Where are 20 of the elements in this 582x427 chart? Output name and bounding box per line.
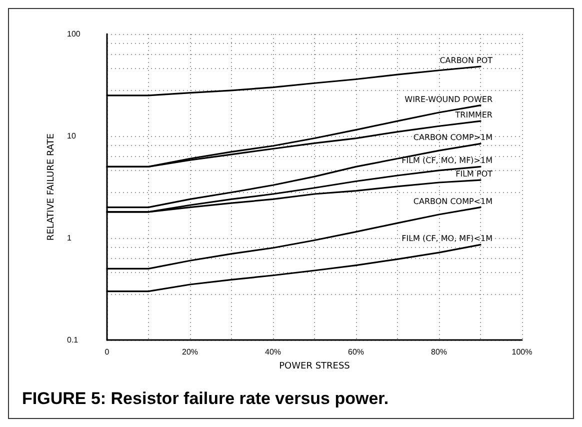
- x-tick-label: 80%: [430, 348, 448, 356]
- y-tick-label: 0.1: [67, 336, 79, 344]
- x-tick-label: 100%: [512, 348, 532, 356]
- series-label: CARBON COMP<1M: [413, 196, 493, 206]
- y-tick-label: 1: [67, 234, 72, 242]
- x-tick-label: 60%: [348, 348, 364, 356]
- y-tick-label: 10: [67, 132, 76, 140]
- x-axis-title: POWER STRESS: [279, 362, 350, 372]
- text: FIGURE 5: Resistor failure rate versus power.: [22, 389, 389, 408]
- series-label: WIRE-WOUND POWER: [404, 94, 493, 104]
- y-axis-title: RELATIVE FAILURE RATE: [46, 133, 57, 241]
- x-tick-label: 20%: [182, 348, 198, 356]
- series-label: FILM (CF, MO, MF)<1M: [402, 234, 493, 244]
- x-tick-label: 40%: [264, 348, 282, 356]
- series-label: CARBON POT: [440, 56, 493, 66]
- series-label: TRIMMER: [454, 110, 493, 120]
- y-tick-label: 100: [67, 30, 81, 38]
- series-label: FILM POT: [456, 170, 493, 179]
- series-label: CARBON COMP>1M: [413, 133, 493, 142]
- x-tick-label: 0: [104, 348, 110, 356]
